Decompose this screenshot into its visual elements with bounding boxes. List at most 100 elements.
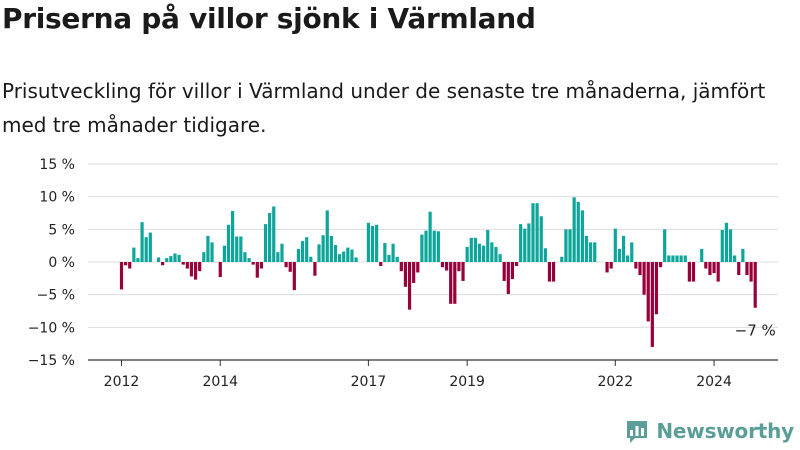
bar <box>255 262 259 278</box>
bar <box>403 262 408 287</box>
bar <box>626 255 630 262</box>
y-tick-label: 15 % <box>39 157 75 173</box>
bar <box>584 235 589 262</box>
y-tick-label: −5 % <box>37 288 75 304</box>
bar <box>338 254 342 262</box>
bar <box>477 243 482 262</box>
bar <box>642 262 646 295</box>
bar <box>165 258 169 262</box>
bar <box>173 253 177 262</box>
bar <box>350 249 354 262</box>
bar <box>617 248 622 262</box>
bar <box>128 262 132 269</box>
bar <box>716 262 720 282</box>
bar-chart: 15 %10 %5 %0 %−5 %−10 %−15 % 2012 2014 201… <box>28 157 778 390</box>
bar <box>436 231 440 262</box>
bar <box>325 210 329 262</box>
bar <box>728 229 733 262</box>
x-tick-label: 2019 <box>449 374 485 390</box>
bar <box>630 242 634 262</box>
bar <box>251 262 255 265</box>
bar <box>712 262 716 274</box>
bar <box>539 216 543 262</box>
bar <box>613 228 617 262</box>
bar <box>654 262 659 315</box>
bar <box>469 237 473 262</box>
y-axis-labels: 15 % 10 % 5 % 0 % −5 % −10 % −15 % <box>28 157 75 369</box>
bar <box>753 262 757 308</box>
bar <box>263 224 268 262</box>
bar <box>169 256 173 262</box>
bar <box>490 242 494 262</box>
bar <box>161 262 165 266</box>
bar <box>333 245 338 262</box>
bar <box>148 232 152 262</box>
bar <box>449 262 453 304</box>
x-tick-label: 2017 <box>351 374 387 390</box>
bar <box>177 254 181 262</box>
bar <box>198 262 202 272</box>
bar <box>391 243 395 262</box>
bar <box>288 262 292 272</box>
bar <box>119 262 124 290</box>
bar <box>366 222 370 262</box>
bar <box>605 262 609 273</box>
bar <box>527 223 531 262</box>
bar <box>551 262 556 282</box>
bar <box>284 262 288 268</box>
bar <box>329 235 333 262</box>
bar <box>272 206 276 262</box>
chart-subtitle: Prisutveckling för villor i Värmland und… <box>2 79 766 137</box>
bar <box>506 262 510 295</box>
bar <box>235 236 239 262</box>
bar <box>189 262 194 277</box>
bar <box>683 255 687 262</box>
bar <box>572 197 576 262</box>
bar <box>568 229 572 262</box>
bar <box>457 262 461 272</box>
bar <box>239 236 243 262</box>
bar <box>494 246 498 262</box>
newsworthy-logo-icon <box>625 418 649 444</box>
bar <box>663 229 667 262</box>
annotations: −7 % <box>735 322 776 340</box>
bar <box>412 262 416 283</box>
bars <box>119 197 757 347</box>
bar <box>519 224 523 262</box>
bar <box>193 262 198 280</box>
bar <box>156 257 161 262</box>
bar <box>531 203 535 262</box>
bar <box>276 252 280 262</box>
bar <box>226 224 231 262</box>
x-tick-label: 2012 <box>104 374 140 390</box>
x-tick-label: 2024 <box>696 374 732 390</box>
bar <box>231 211 235 262</box>
bar <box>564 229 568 262</box>
bar <box>313 262 317 276</box>
bar <box>535 203 539 262</box>
bar <box>708 262 712 276</box>
bar <box>486 229 490 262</box>
bar <box>498 254 502 262</box>
bar <box>749 262 753 282</box>
bar <box>609 262 613 269</box>
bar <box>185 262 189 269</box>
bar <box>724 222 729 262</box>
bar <box>638 262 642 276</box>
bar <box>407 262 412 310</box>
bar <box>733 255 737 262</box>
bar <box>222 245 226 262</box>
x-axis-labels: 2012 2014 2017 2019 2022 2024 <box>104 360 732 390</box>
bar <box>432 230 436 262</box>
bar <box>691 262 696 282</box>
bar <box>593 242 597 262</box>
bar <box>292 262 296 291</box>
bar <box>321 235 325 262</box>
bar <box>379 262 383 266</box>
bar <box>428 211 432 262</box>
bar <box>510 262 515 279</box>
last-value-label: −7 % <box>735 322 776 340</box>
bar <box>181 262 185 265</box>
bar <box>132 247 136 262</box>
bar <box>206 235 210 262</box>
